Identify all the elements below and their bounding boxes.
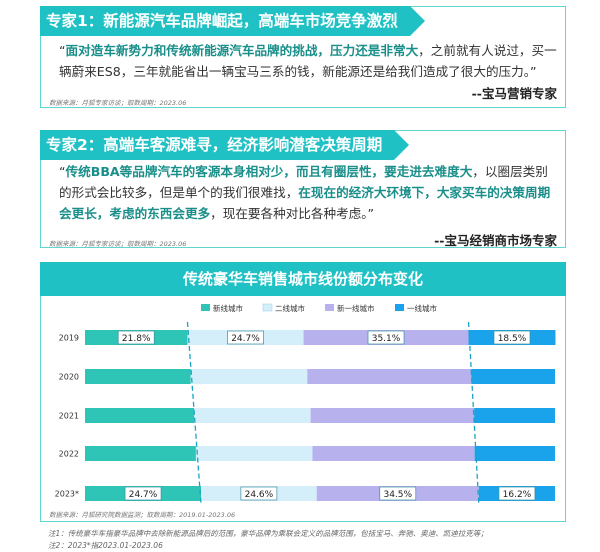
note-1: 注1：传统豪华车指豪华品牌中去除新能源品牌后的范围，豪华品牌为乘联会定义的品牌范… (48, 529, 488, 538)
trend-dashed-line (467, 321, 480, 506)
bar-segment (85, 408, 195, 423)
chart-title: 传统豪华车销售城市线份额分布变化 (40, 262, 566, 296)
trend-dashed-line (186, 321, 202, 506)
data-label: 35.1% (372, 334, 401, 344)
data-label-box (117, 330, 155, 345)
data-label: 18.5% (498, 334, 527, 344)
data-label: 24.7% (129, 490, 158, 500)
bar-segment (307, 369, 472, 384)
data-label: 16.2% (503, 490, 532, 500)
expert2-quote-mid: ，以圈层类别的形式会比较多，但是单个的我们很难找， (59, 164, 548, 200)
expert2-signature: --宝马经销商市场专家 (434, 233, 557, 248)
category-label: 2020 (59, 373, 79, 382)
bar-segment (312, 446, 475, 461)
expert2-quote: “传统BBA等品牌汽车的客源本身相对少，而且有圈层性，要走进去难度大，以圈层类别… (59, 161, 557, 224)
note-2: 注2：2023*指2023.01-2023.06 (48, 541, 163, 550)
expert2-quote-end: ，现在要各种对比各种考虑。” (210, 206, 375, 221)
bar-segment (310, 408, 475, 423)
bar-segment (194, 408, 311, 423)
data-label-box (367, 330, 405, 345)
legend-swatch (262, 303, 273, 312)
expert1-card: 专家1：新能源汽车品牌崛起，高端车市场竞争激烈 “面对造车新势力和传统新能源汽车… (40, 6, 566, 108)
legend-label: 一线城市 (407, 303, 437, 313)
expert1-quote-rest: ，之前就有人说过，买一辆蔚来ES8，三年就能省出一辆宝马三系的钱，新能源还是给我… (59, 43, 557, 79)
expert1-source: 数据来源：月狐专家访谈；取数周期：2023.06 (49, 99, 187, 107)
legend-swatch (395, 304, 404, 311)
legend-label: 新线城市 (213, 303, 243, 313)
data-label: 21.8% (122, 334, 151, 344)
expert1-quote: “面对造车新势力和传统新能源汽车品牌的挑战，压力还是非常大，之前就有人说过，买一… (59, 40, 557, 82)
data-label-box (240, 486, 278, 501)
expert2-title: 专家2：高端车客源难寻，经济影响潜客决策周期 (40, 130, 410, 160)
chart-card: 传统豪华车销售城市线份额分布变化 新线城市 二线城市 新一线城市 一线城市 2019 21… (40, 262, 566, 522)
bar-segment (471, 369, 555, 384)
data-label: 34.5% (383, 490, 412, 500)
data-label-box (498, 486, 536, 501)
bar-segment (85, 369, 191, 384)
expert2-quote-open: “ (59, 164, 66, 179)
category-label: 2021 (59, 412, 79, 421)
expert1-title: 专家1：新能源汽车品牌崛起，高端车市场竞争激烈 (40, 6, 425, 36)
data-label-box (227, 330, 264, 345)
category-label: 2023* (55, 490, 79, 499)
expert2-card: 专家2：高端车客源难寻，经济影响潜客决策周期 “传统BBA等品牌汽车的客源本身相… (40, 130, 566, 248)
legend-label: 二线城市 (275, 303, 305, 313)
data-label-box (124, 486, 162, 501)
category-label: 2019 (59, 334, 79, 343)
expert1-signature: --宝马营销专家 (471, 86, 557, 101)
chart-source: 数据来源：月狐研究院数据监测；取数周期：2019.01-2023.06 (49, 511, 236, 519)
expert2-source: 数据来源：月狐专家访谈；取数周期：2023.06 (49, 240, 187, 248)
legend-swatch (325, 304, 334, 311)
legend-label: 新一线城市 (337, 303, 375, 313)
bar-segment (195, 446, 313, 461)
bar-segment (85, 446, 196, 461)
category-label: 2022 (59, 450, 79, 459)
data-label: 24.6% (245, 490, 274, 500)
data-label: 24.7% (231, 334, 260, 344)
legend-swatch (201, 304, 210, 311)
expert1-quote-bold: 面对造车新势力和传统新能源汽车品牌的挑战，压力还是非常大 (65, 43, 419, 58)
bar-segment (190, 369, 308, 384)
expert1-quote-open: “ (59, 43, 66, 58)
bar-segment (474, 408, 555, 423)
data-label-box (379, 486, 417, 501)
bar-segment (474, 446, 555, 461)
expert2-quote-bold1: 传统BBA等品牌汽车的客源本身相对少，而且有圈层性，要走进去难度大 (65, 164, 473, 179)
stacked-bar-chart: 新线城市 二线城市 新一线城市 一线城市 2019 21.8% 24.7% 35.1% 18.5… (55, 303, 556, 506)
data-label-box (493, 330, 531, 345)
expert2-quote-bold2: 在现在的经济大环境下，大家买车的决策周期会更长，考虑的东西会更多 (59, 185, 551, 221)
